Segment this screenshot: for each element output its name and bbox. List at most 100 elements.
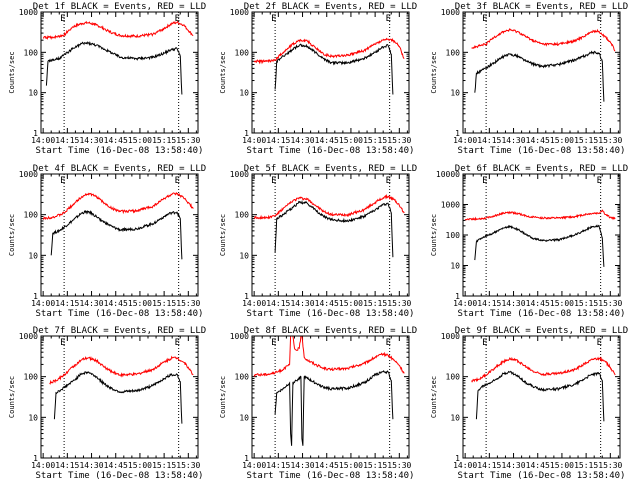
x-tick-label: 14:15 <box>266 136 290 145</box>
panel-title: Det 8f BLACK = Events, RED = LLD <box>244 326 417 336</box>
events-series-line <box>274 43 394 95</box>
lld-series-line <box>253 37 405 65</box>
y-axis-label: Counts/sec <box>430 376 438 418</box>
x-axis-label: Start Time (16-Dec-08 13:58:40) <box>247 471 415 480</box>
x-tick-label: 14:15 <box>477 136 501 145</box>
lld-series-line <box>49 355 194 385</box>
x-tick-label: 14:30 <box>290 461 314 470</box>
x-tick-label: 15:15 <box>574 461 598 470</box>
x-axis-label: Start Time (16-Dec-08 13:58:40) <box>36 309 204 319</box>
events-series-line <box>274 199 394 258</box>
event-marker-label: E <box>271 338 276 348</box>
y-tick-label: 1000 <box>441 332 460 341</box>
x-axis-label: Start Time (16-Dec-08 13:58:40) <box>458 146 626 156</box>
x-tick-label: 15:15 <box>574 136 598 145</box>
y-tick-label: 1 <box>455 129 460 138</box>
x-tick-label: 14:00 <box>31 461 55 470</box>
y-axis-label: Counts/sec <box>8 376 16 418</box>
x-tick-label: 15:00 <box>128 136 152 145</box>
plot-frame <box>40 11 199 134</box>
x-tick-label: 15:15 <box>363 461 387 470</box>
y-tick-label: 100 <box>235 211 250 220</box>
x-tick-label: 15:15 <box>574 299 598 308</box>
x-tick-label: 14:30 <box>79 461 103 470</box>
event-marker-label: E <box>482 338 487 348</box>
x-tick-label: 14:15 <box>266 461 290 470</box>
y-tick-label: 1000 <box>230 8 249 17</box>
x-tick-label: 14:00 <box>453 461 477 470</box>
x-tick-label: 14:15 <box>55 299 79 308</box>
x-tick-label: 15:15 <box>363 299 387 308</box>
y-tick-label: 100 <box>446 373 461 382</box>
x-tick-label: 14:45 <box>104 461 128 470</box>
x-tick-label: 14:45 <box>526 461 550 470</box>
x-tick-label: 15:00 <box>339 299 363 308</box>
y-tick-label: 10 <box>28 251 38 260</box>
x-tick-label: 15:30 <box>176 299 200 308</box>
events-series-line <box>50 209 183 260</box>
event-marker-label: E <box>482 176 487 186</box>
x-tick-label: 15:00 <box>550 136 574 145</box>
panel-title: Det 4f BLACK = Events, RED = LLD <box>33 164 206 174</box>
x-tick-label: 15:00 <box>128 461 152 470</box>
y-axis-label: Counts/sec <box>219 214 227 256</box>
x-tick-label: 14:15 <box>266 299 290 308</box>
panel-1: Det 1f BLACK = Events, RED = LLD Counts/s… <box>8 2 206 156</box>
y-tick-label: 10000 <box>436 170 460 179</box>
panel-title: Det 3f BLACK = Events, RED = LLD <box>455 2 628 12</box>
x-tick-label: 14:30 <box>79 299 103 308</box>
panel-title: Det 7f BLACK = Events, RED = LLD <box>33 326 206 336</box>
x-tick-label: 15:30 <box>387 461 411 470</box>
plot-frame <box>251 335 410 459</box>
plot-frame <box>251 173 410 297</box>
x-tick-label: 15:30 <box>598 299 622 308</box>
event-marker-label: E <box>597 14 602 24</box>
x-tick-label: 14:45 <box>315 136 339 145</box>
event-marker-label: E <box>597 338 602 348</box>
event-marker-label: E <box>271 14 276 24</box>
y-tick-label: 100 <box>235 373 250 382</box>
y-tick-label: 1 <box>33 454 38 463</box>
x-tick-label: 15:30 <box>176 461 200 470</box>
x-tick-label: 14:45 <box>104 136 128 145</box>
event-marker-label: E <box>175 176 180 186</box>
y-tick-label: 1000 <box>19 8 38 17</box>
y-tick-label: 1000 <box>230 332 249 341</box>
y-tick-label: 10 <box>450 413 460 422</box>
event-marker-label: E <box>175 14 180 24</box>
y-tick-label: 10 <box>28 413 38 422</box>
y-tick-label: 10 <box>450 89 460 98</box>
y-tick-label: 10 <box>239 251 249 260</box>
x-tick-label: 14:00 <box>453 299 477 308</box>
events-series-line <box>274 369 394 446</box>
x-tick-label: 15:15 <box>152 299 176 308</box>
y-tick-label: 1 <box>455 454 460 463</box>
panel-9: Det 9f BLACK = Events, RED = LLD Counts/s… <box>430 326 628 480</box>
x-tick-label: 15:15 <box>363 136 387 145</box>
y-tick-label: 1000 <box>441 201 460 210</box>
panel-title: Det 1f BLACK = Events, RED = LLD <box>33 2 206 12</box>
x-tick-label: 15:15 <box>152 461 176 470</box>
plot-frame <box>462 335 621 459</box>
x-tick-label: 15:00 <box>550 461 574 470</box>
panel-7: Det 7f BLACK = Events, RED = LLD Counts/s… <box>8 326 206 480</box>
y-tick-label: 10 <box>450 262 460 271</box>
x-tick-label: 15:15 <box>152 136 176 145</box>
x-tick-label: 14:30 <box>79 136 103 145</box>
x-tick-label: 14:45 <box>315 461 339 470</box>
x-tick-label: 14:15 <box>55 136 79 145</box>
y-tick-label: 1000 <box>19 170 38 179</box>
x-tick-label: 14:45 <box>526 299 550 308</box>
x-tick-label: 14:30 <box>501 136 525 145</box>
y-axis-label: Counts/sec <box>219 51 227 93</box>
x-tick-label: 15:30 <box>387 299 411 308</box>
y-tick-label: 100 <box>24 373 39 382</box>
event-marker-label: E <box>386 14 391 24</box>
plot-frame <box>462 173 621 297</box>
y-tick-label: 100 <box>235 48 250 57</box>
x-tick-label: 15:00 <box>339 136 363 145</box>
x-tick-label: 14:30 <box>501 299 525 308</box>
y-tick-label: 1 <box>244 454 249 463</box>
x-tick-label: 14:15 <box>477 299 501 308</box>
